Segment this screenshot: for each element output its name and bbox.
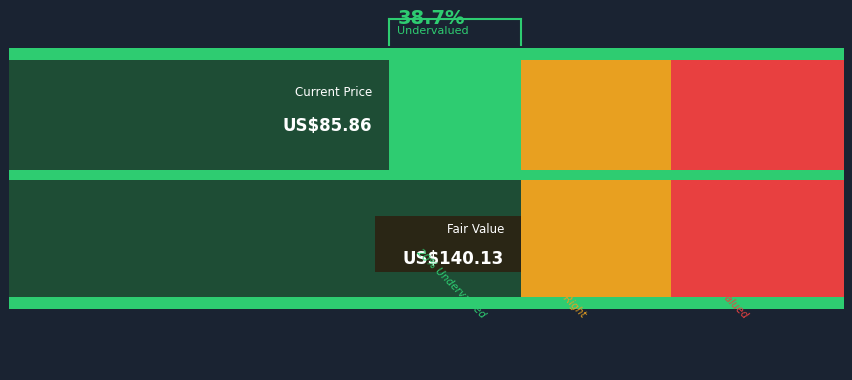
Bar <box>9 180 521 309</box>
FancyBboxPatch shape <box>374 217 521 272</box>
Text: Undervalued: Undervalued <box>397 26 469 36</box>
Bar <box>9 60 521 297</box>
Text: US$85.86: US$85.86 <box>282 117 371 135</box>
Text: US$140.13: US$140.13 <box>402 250 504 268</box>
Text: Fair Value: Fair Value <box>446 223 504 236</box>
Bar <box>9 49 843 60</box>
Bar <box>9 297 843 309</box>
Text: 38.7%: 38.7% <box>397 10 464 28</box>
Text: 20% Overvalued: 20% Overvalued <box>681 252 749 320</box>
Bar <box>9 169 843 180</box>
Bar <box>9 49 389 169</box>
Bar <box>671 60 843 297</box>
Bar <box>521 60 671 297</box>
Text: 20% Undervalued: 20% Undervalued <box>414 247 487 320</box>
Text: About Right: About Right <box>537 269 587 320</box>
Text: Current Price: Current Price <box>295 86 371 99</box>
